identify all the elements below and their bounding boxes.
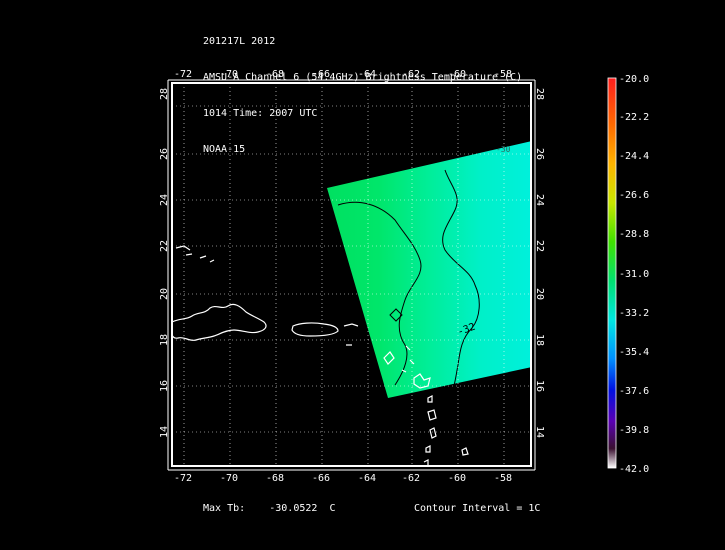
lat-label: 16 [534,380,545,392]
product-title: AMSU-A Channel 6 (54.4GHz) Brightness Te… [203,72,523,83]
colorbar-label: -37.6 [619,386,649,397]
header-block: 201217L 2012 AMSU-A Channel 6 (54.4GHz) … [203,12,522,168]
lat-label: 22 [159,240,170,252]
colorbar-label: -24.4 [619,151,649,162]
lat-label: 20 [534,288,545,300]
martinique-outline [427,409,437,421]
contour-label-30: -30 [496,145,511,154]
lesser-antilles-north [383,345,415,373]
brightness-swath [327,141,532,398]
satellite-name: NOAA-15 [203,144,246,155]
contour-line-30 [337,201,422,386]
hispaniola-outline [172,303,267,342]
lat-label: 24 [159,194,170,206]
lat-label: 14 [534,426,545,438]
lon-label: -68 [266,69,284,80]
lat-label: 20 [159,288,170,300]
lon-label: -72 [174,473,192,484]
storm-id-text: 201217L 2012 [203,36,276,47]
lat-label: 26 [534,148,545,160]
bahamas-islands [175,245,215,263]
colorbar-label: -26.6 [619,190,649,201]
lat-label: 26 [159,148,170,160]
lon-label: -62 [402,69,420,80]
lat-label: 28 [534,88,545,100]
max-tb-unit: C [329,503,336,514]
colorbar-label: -39.8 [619,425,649,436]
lon-label: -62 [402,473,420,484]
lat-label: 28 [159,88,170,100]
lat-label: 22 [534,240,545,252]
max-tb-readout: Max Tb: -30.0522 C [203,503,336,514]
lon-label: -66 [312,473,330,484]
contour-line-32 [442,169,480,393]
map-frame [171,82,532,467]
lon-labels-top: -72 -70 -68 -66 -64 -62 -60 -58 [174,69,512,80]
lon-labels-bottom: -72 -70 -68 -66 -64 -62 -60 -58 [174,473,512,484]
grenada-outline [423,459,429,466]
max-tb-label: Max Tb: [203,503,246,514]
colorbar-label: -22.2 [619,112,649,123]
colorbar-label: -35.4 [619,347,649,358]
dominica-outline [427,395,433,403]
lon-label: -70 [220,69,238,80]
lat-labels-left: 14 16 18 20 22 24 26 28 [159,88,170,438]
virgin-islands-outline [343,323,359,346]
lon-label: -64 [358,69,376,80]
lat-label: 18 [159,334,170,346]
lon-label: -64 [358,473,376,484]
colorbar-label: -42.0 [619,464,649,475]
contour-closed-loop [389,308,403,322]
puerto-rico-outline [291,322,339,337]
colorbar-label: -20.0 [619,74,649,85]
lon-label: -60 [448,473,466,484]
lon-label: -68 [266,473,284,484]
lon-label: -60 [448,69,466,80]
max-tb-value: -30.0522 [269,503,318,514]
lat-label: 18 [534,334,545,346]
lon-label: -58 [494,473,512,484]
lon-label: -70 [220,473,238,484]
colorbar-label: -28.8 [619,229,649,240]
barbados-outline [461,447,469,456]
colorbar-label: -33.2 [619,308,649,319]
colorbar [607,77,617,469]
lat-labels-right: 14 16 18 20 22 24 26 28 [534,88,545,438]
colorbar-label: -31.0 [619,269,649,280]
st-lucia-outline [429,427,437,439]
time-text: 1014 Time: 2007 UTC [203,108,318,119]
st-vincent-outline [425,445,431,453]
contour-interval-text: Contour Interval = 1C [414,503,541,514]
colorbar-labels: -20.0 -22.2 -24.4 -26.6 -28.8 -31.0 -33.… [619,74,649,475]
lon-label: -72 [174,69,192,80]
lat-label: 24 [534,194,545,206]
lon-label: -66 [312,69,330,80]
guadeloupe-outline [413,373,431,389]
lat-label: 16 [159,380,170,392]
lon-label: -58 [494,69,512,80]
lat-label: 14 [159,426,170,438]
